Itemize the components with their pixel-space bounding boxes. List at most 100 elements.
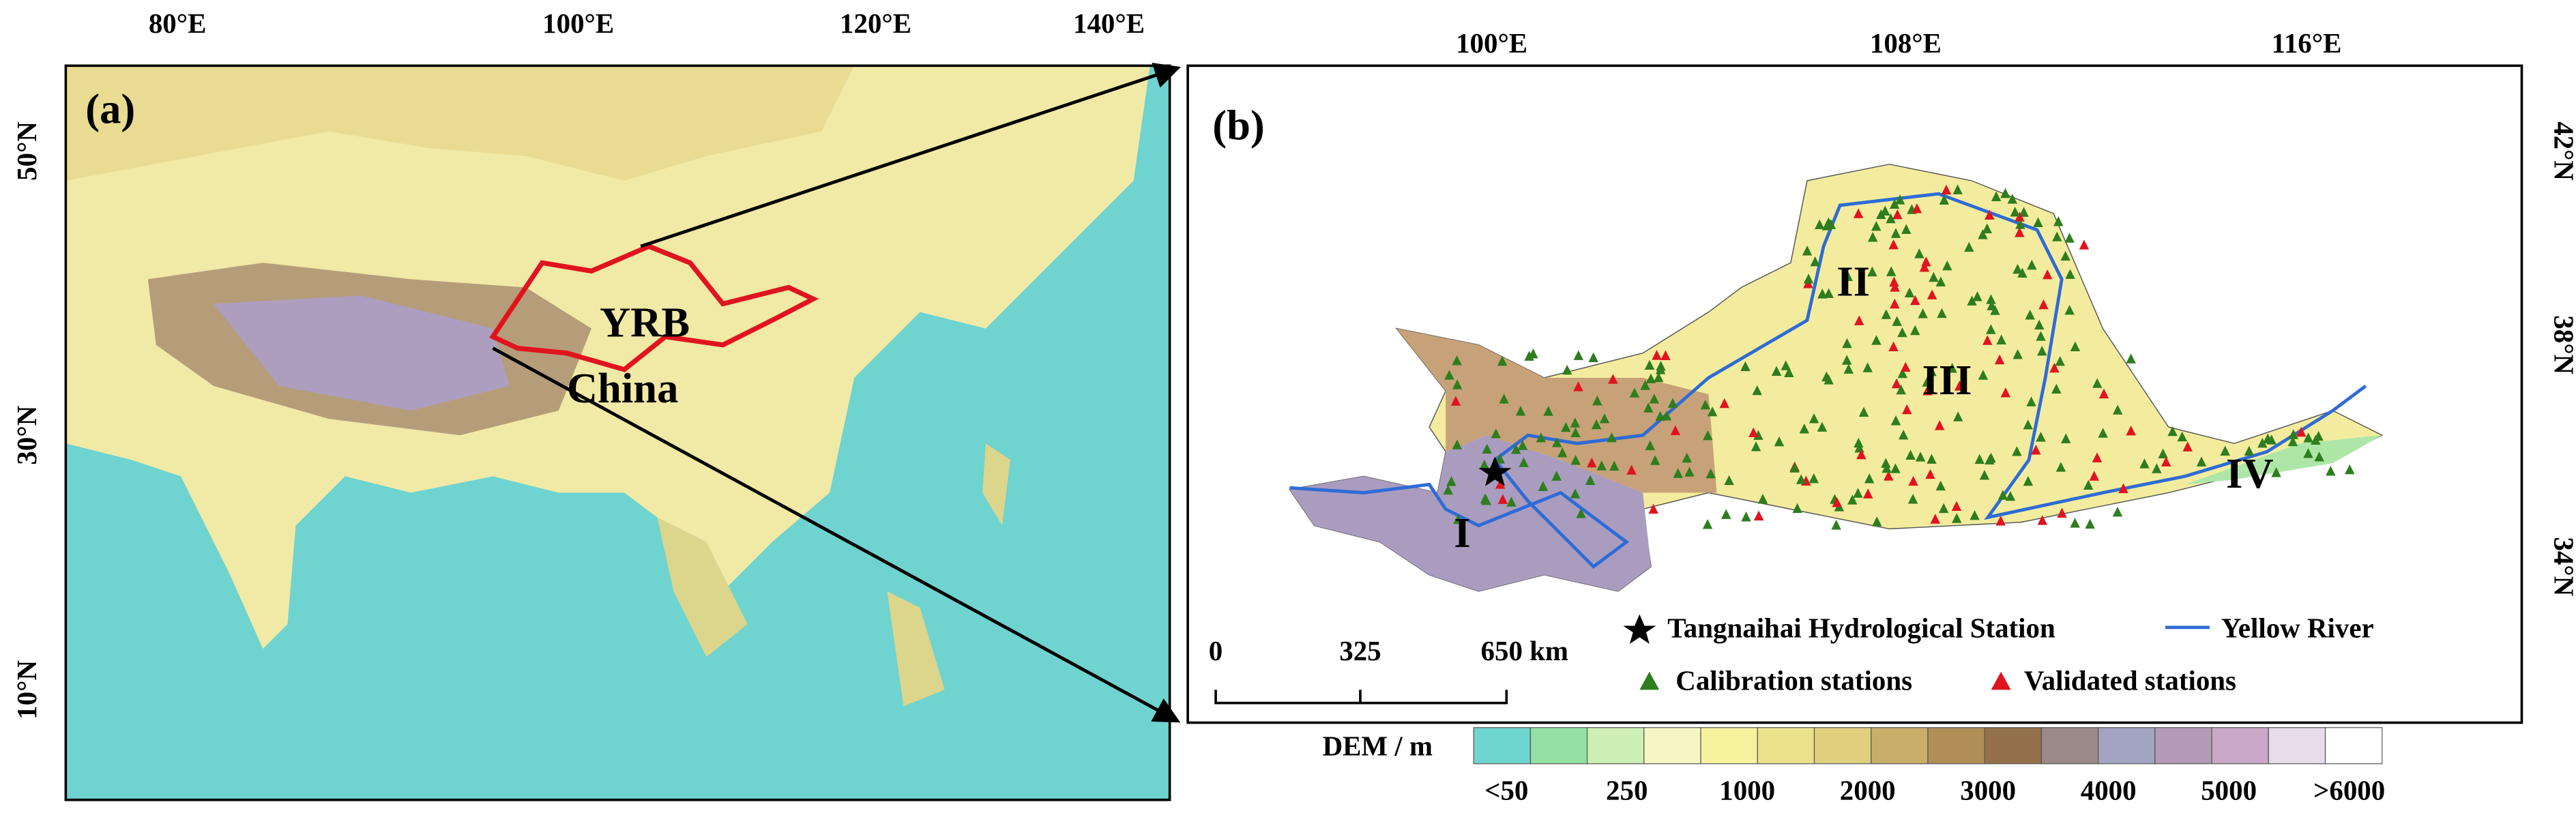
station [2158, 448, 2168, 458]
station [2015, 211, 2025, 222]
station [2257, 437, 2268, 448]
legend-swatch [1700, 727, 1758, 765]
lowland [2184, 435, 2382, 485]
station [1904, 287, 1915, 297]
station [1706, 468, 1716, 479]
station [1570, 455, 1581, 465]
station [2085, 518, 2095, 529]
station [1986, 324, 1996, 334]
station [1888, 341, 1899, 352]
station [1450, 396, 1461, 406]
legend-swatch [2154, 727, 2212, 765]
station [2083, 479, 2094, 490]
station [1495, 454, 1506, 464]
station [1707, 406, 1718, 417]
station [2037, 345, 2047, 356]
station [1661, 410, 1672, 421]
land [65, 65, 1150, 649]
station [2118, 483, 2128, 493]
lon-label: 100°E [542, 8, 614, 39]
station [1897, 368, 1907, 379]
station [1907, 493, 1918, 504]
frame [64, 64, 1171, 801]
station [2060, 250, 2070, 261]
station [2012, 263, 2023, 274]
station [1515, 406, 1526, 416]
station [2023, 475, 2034, 486]
station [2313, 430, 2324, 441]
station [1938, 503, 1949, 514]
legend-swatch [1473, 727, 1531, 765]
station [1997, 490, 2008, 500]
legend-label: Validated stations [2024, 665, 2236, 696]
station [1656, 361, 1666, 371]
islands [657, 443, 1011, 707]
station [1608, 374, 1618, 384]
station [1974, 454, 1985, 464]
station [1862, 362, 1873, 372]
station [1884, 471, 1894, 481]
legend-swatch [2268, 727, 2326, 765]
station [1452, 439, 1463, 449]
station [1682, 452, 1692, 463]
station [1894, 194, 1905, 205]
station [1889, 198, 1900, 209]
station [1990, 305, 2000, 315]
station [1499, 394, 1509, 404]
station [1901, 361, 1911, 372]
lon-label: 108°E [1870, 28, 1942, 59]
legend-swatch [1984, 727, 2043, 765]
station [1996, 334, 2006, 344]
station [1991, 191, 2002, 201]
station [1524, 351, 1534, 361]
station [1757, 494, 1768, 504]
region-label: I [1454, 509, 1470, 557]
station [1810, 256, 1820, 267]
station [1939, 194, 1950, 205]
station [1803, 274, 1814, 284]
station [1919, 262, 1930, 272]
station [1831, 520, 1841, 530]
legend-swatch [1927, 727, 1985, 765]
station [1853, 208, 1864, 218]
station [1915, 452, 1926, 462]
station [2112, 404, 2123, 415]
station [1908, 475, 1918, 486]
station [1880, 205, 1890, 216]
station [1561, 422, 1571, 432]
station [2015, 219, 2025, 229]
station [1952, 513, 1962, 523]
legend-swatch [1530, 727, 1588, 765]
station [1650, 455, 1660, 465]
station [2012, 446, 2022, 456]
station [2055, 355, 2065, 366]
station [1781, 360, 1791, 370]
station [1570, 417, 1581, 428]
station [2012, 349, 2023, 359]
station [1799, 424, 1809, 434]
stations [1443, 184, 2355, 530]
region-label: III [1922, 356, 1972, 404]
scale-bar [1214, 690, 1508, 705]
station [1506, 497, 1517, 507]
station [1951, 501, 1962, 512]
station [1789, 462, 1800, 473]
station [1843, 271, 1853, 282]
station [1552, 437, 1562, 447]
region-label: II [1836, 257, 1870, 305]
station [1443, 484, 1453, 495]
station [1853, 488, 1863, 498]
plateau-high [214, 295, 510, 411]
station [1587, 457, 1597, 468]
station [1510, 444, 1521, 454]
station [1821, 220, 1832, 231]
station [2161, 456, 2171, 467]
station [1667, 398, 1678, 409]
station [1937, 308, 1947, 319]
station [1645, 440, 1656, 451]
legend-swatch [1813, 727, 1872, 765]
source-region [1289, 435, 1652, 591]
panel-label: (b) [1212, 102, 1265, 149]
lon-label: 100°E [1456, 28, 1527, 59]
station [1982, 223, 1992, 233]
